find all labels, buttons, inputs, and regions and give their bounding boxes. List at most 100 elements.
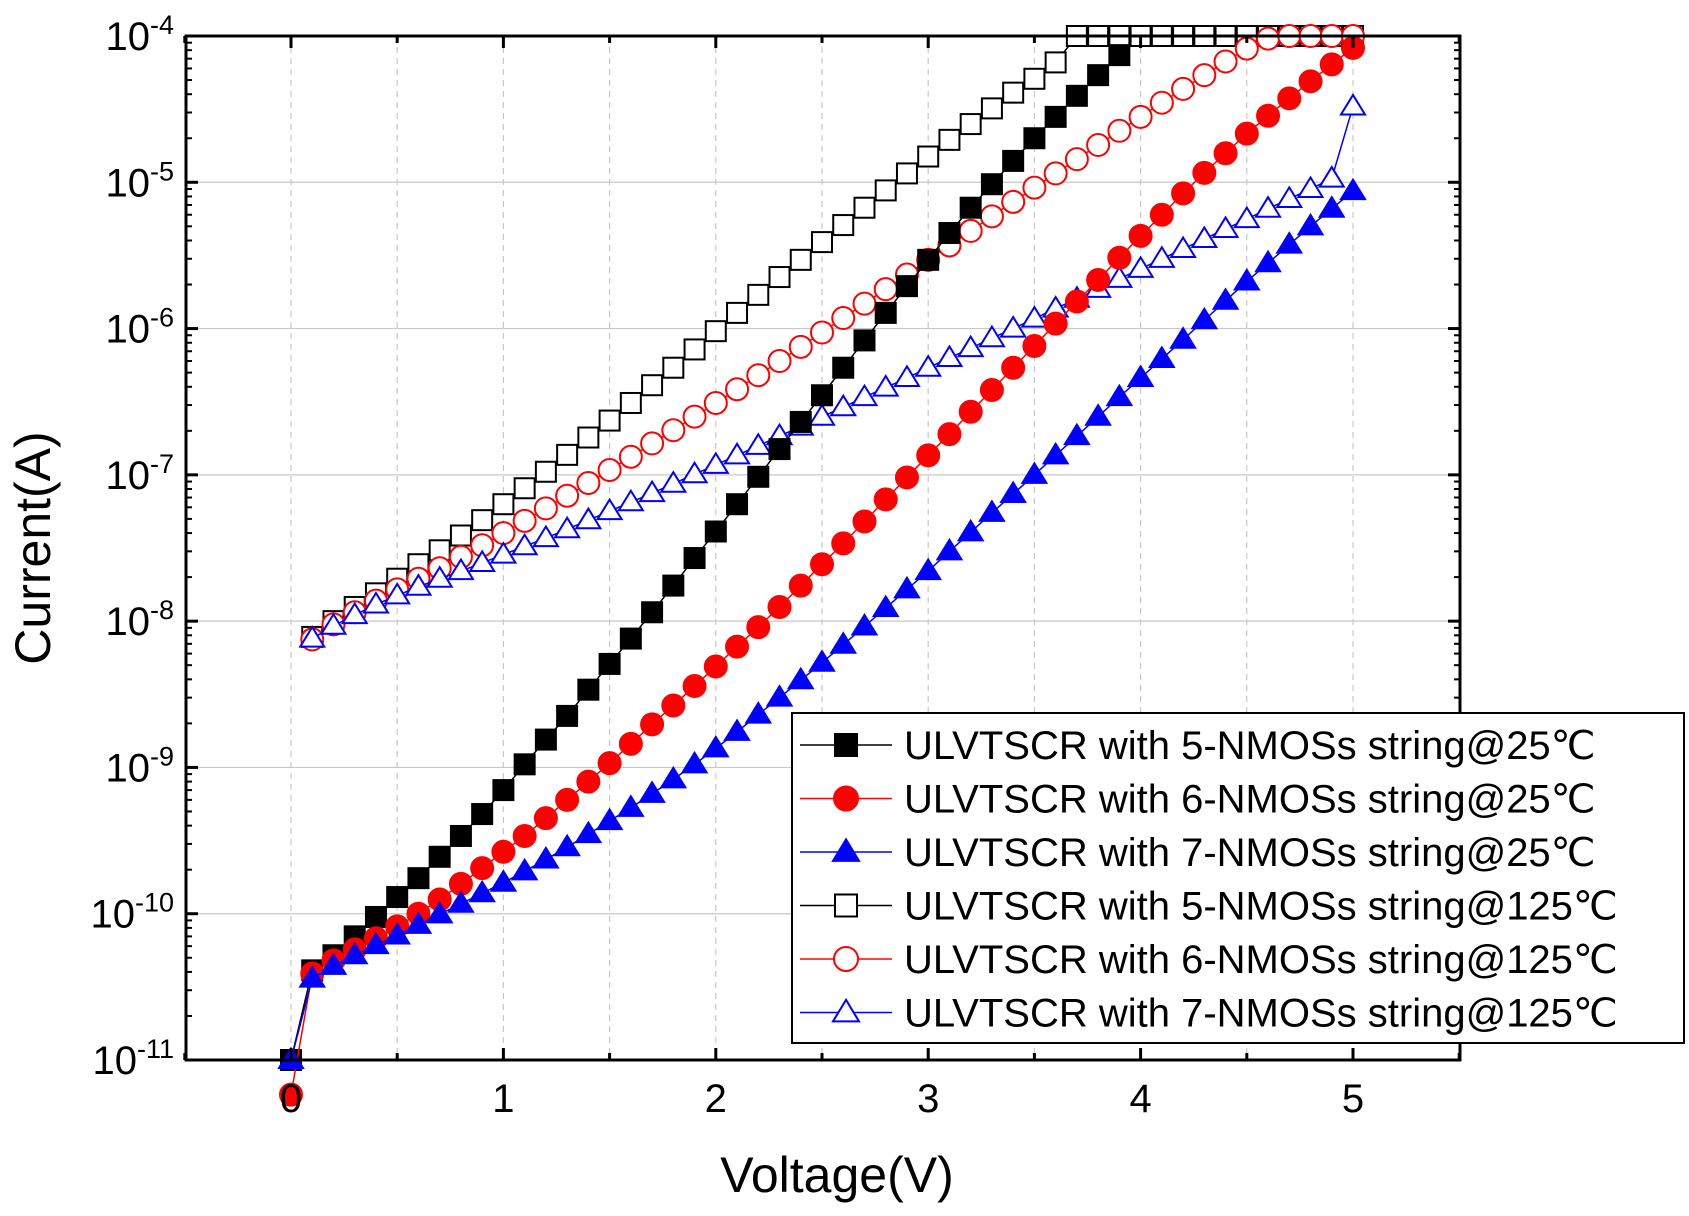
- data-point: [595, 807, 624, 831]
- data-point: [1107, 118, 1132, 143]
- data-point: [1319, 52, 1344, 77]
- data-point: [1275, 231, 1304, 254]
- data-point: [723, 718, 751, 741]
- data-point: [1001, 189, 1026, 214]
- data-point: [852, 291, 877, 316]
- legend-marker: [833, 946, 859, 972]
- data-point: [788, 573, 813, 598]
- legend-label: ULVTSCR with 7-NMOSs string@125℃: [904, 992, 1618, 1036]
- data-point: [832, 214, 855, 237]
- data-point: [532, 846, 560, 869]
- data-point: [1254, 195, 1282, 218]
- y-axis-title: Current(A): [5, 431, 61, 664]
- data-point: [1234, 121, 1259, 146]
- data-point: [1277, 86, 1302, 111]
- legend-marker: [831, 997, 861, 1023]
- data-point: [362, 591, 390, 614]
- data-point: [1002, 81, 1025, 104]
- data-point: [1044, 105, 1067, 128]
- legend-label: ULVTSCR with 7-NMOSs string@25℃: [904, 831, 1596, 875]
- data-point: [808, 403, 836, 426]
- legend-label: ULVTSCR with 6-NMOSs string@25℃: [904, 778, 1596, 822]
- data-point: [853, 329, 876, 352]
- data-point: [510, 532, 539, 556]
- y-tick-label: 10-4: [105, 10, 174, 59]
- data-point: [956, 334, 985, 358]
- data-point: [871, 594, 900, 618]
- data-point: [641, 601, 664, 624]
- data-point: [470, 856, 495, 881]
- data-point: [489, 869, 518, 892]
- data-point: [319, 952, 348, 975]
- data-point: [428, 845, 451, 868]
- data-point: [404, 573, 433, 596]
- data-point: [1001, 355, 1026, 380]
- data-point: [512, 823, 537, 848]
- data-point: [810, 320, 834, 345]
- data-point: [362, 931, 390, 955]
- data-point: [576, 769, 601, 794]
- x-tick-label: 1: [492, 1077, 514, 1121]
- data-point: [491, 839, 516, 864]
- data-point: [786, 666, 815, 690]
- data-point: [808, 649, 836, 672]
- data-point: [811, 231, 833, 254]
- y-tick-label: 10-7: [105, 449, 174, 498]
- data-point: [319, 612, 348, 635]
- data-point: [619, 391, 642, 414]
- data-point: [1041, 441, 1070, 465]
- data-point: [959, 196, 982, 219]
- data-point: [553, 515, 581, 539]
- legend-marker: [833, 785, 859, 812]
- data-point: [956, 518, 985, 542]
- data-point: [873, 277, 898, 302]
- data-point: [1339, 93, 1367, 116]
- data-point: [533, 496, 558, 521]
- data-point: [533, 806, 558, 831]
- data-point: [1254, 249, 1282, 273]
- data-point: [747, 465, 770, 488]
- data-point: [704, 320, 727, 343]
- data-point: [917, 145, 940, 168]
- data-point: [978, 499, 1006, 522]
- data-point: [662, 356, 685, 379]
- data-point: [1086, 132, 1111, 157]
- data-point: [959, 113, 982, 136]
- data-point: [831, 531, 856, 556]
- data-point: [1086, 267, 1111, 292]
- data-point: [980, 97, 1003, 120]
- data-point: [874, 179, 897, 202]
- data-point: [425, 900, 454, 924]
- x-tick-label: 4: [1129, 1077, 1151, 1121]
- data-point: [788, 334, 813, 359]
- series-3: [277, 177, 1367, 1070]
- data-point: [598, 409, 621, 432]
- data-point: [1126, 255, 1155, 278]
- data-point: [619, 627, 642, 650]
- data-point: [850, 613, 879, 636]
- data-point: [680, 460, 709, 484]
- data-point: [725, 634, 750, 659]
- data-point: [1192, 63, 1217, 88]
- x-tick-label: 5: [1342, 1077, 1364, 1121]
- data-point: [765, 684, 794, 707]
- data-point: [979, 378, 1004, 403]
- data-point: [937, 422, 962, 447]
- data-point: [832, 356, 855, 379]
- data-point: [682, 674, 707, 699]
- data-point: [999, 315, 1027, 338]
- data-point: [702, 451, 730, 474]
- data-point: [1213, 141, 1238, 166]
- x-tick-label: 3: [917, 1077, 939, 1121]
- data-point: [1190, 225, 1219, 248]
- data-point: [683, 547, 706, 570]
- data-point: [874, 301, 897, 324]
- data-point: [661, 418, 686, 443]
- data-point: [449, 824, 472, 847]
- data-point: [680, 750, 709, 774]
- data-point: [534, 460, 557, 483]
- data-point: [1087, 64, 1110, 87]
- data-point: [471, 509, 494, 532]
- data-point: [661, 693, 686, 718]
- data-point: [1108, 44, 1131, 67]
